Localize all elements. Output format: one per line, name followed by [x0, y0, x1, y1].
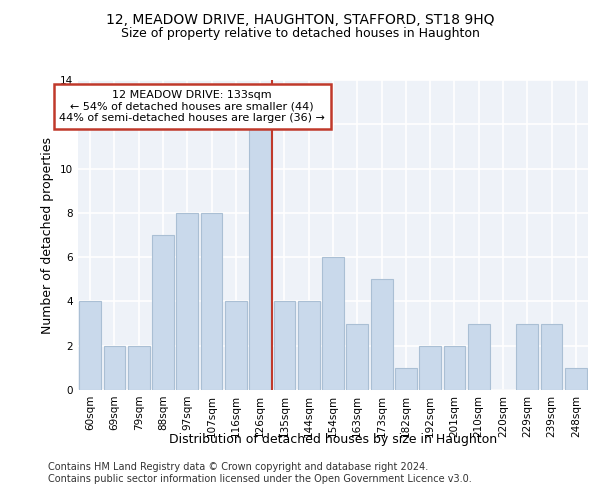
- Bar: [249, 124, 271, 390]
- Bar: [468, 324, 490, 390]
- Bar: [225, 302, 247, 390]
- Text: 12, MEADOW DRIVE, HAUGHTON, STAFFORD, ST18 9HQ: 12, MEADOW DRIVE, HAUGHTON, STAFFORD, ST…: [106, 12, 494, 26]
- Text: Contains HM Land Registry data © Crown copyright and database right 2024.: Contains HM Land Registry data © Crown c…: [48, 462, 428, 472]
- Bar: [346, 324, 368, 390]
- Bar: [443, 346, 466, 390]
- Bar: [565, 368, 587, 390]
- Bar: [395, 368, 417, 390]
- Bar: [128, 346, 149, 390]
- Text: Contains public sector information licensed under the Open Government Licence v3: Contains public sector information licen…: [48, 474, 472, 484]
- Bar: [517, 324, 538, 390]
- Bar: [104, 346, 125, 390]
- Text: Size of property relative to detached houses in Haughton: Size of property relative to detached ho…: [121, 28, 479, 40]
- Text: 12 MEADOW DRIVE: 133sqm
← 54% of detached houses are smaller (44)
44% of semi-de: 12 MEADOW DRIVE: 133sqm ← 54% of detache…: [59, 90, 325, 123]
- Y-axis label: Number of detached properties: Number of detached properties: [41, 136, 55, 334]
- Bar: [541, 324, 562, 390]
- Bar: [419, 346, 441, 390]
- Bar: [176, 213, 198, 390]
- Bar: [274, 302, 295, 390]
- Bar: [298, 302, 320, 390]
- Bar: [200, 213, 223, 390]
- Bar: [152, 235, 174, 390]
- Bar: [79, 302, 101, 390]
- Bar: [322, 257, 344, 390]
- Text: Distribution of detached houses by size in Haughton: Distribution of detached houses by size …: [169, 432, 497, 446]
- Bar: [371, 280, 392, 390]
